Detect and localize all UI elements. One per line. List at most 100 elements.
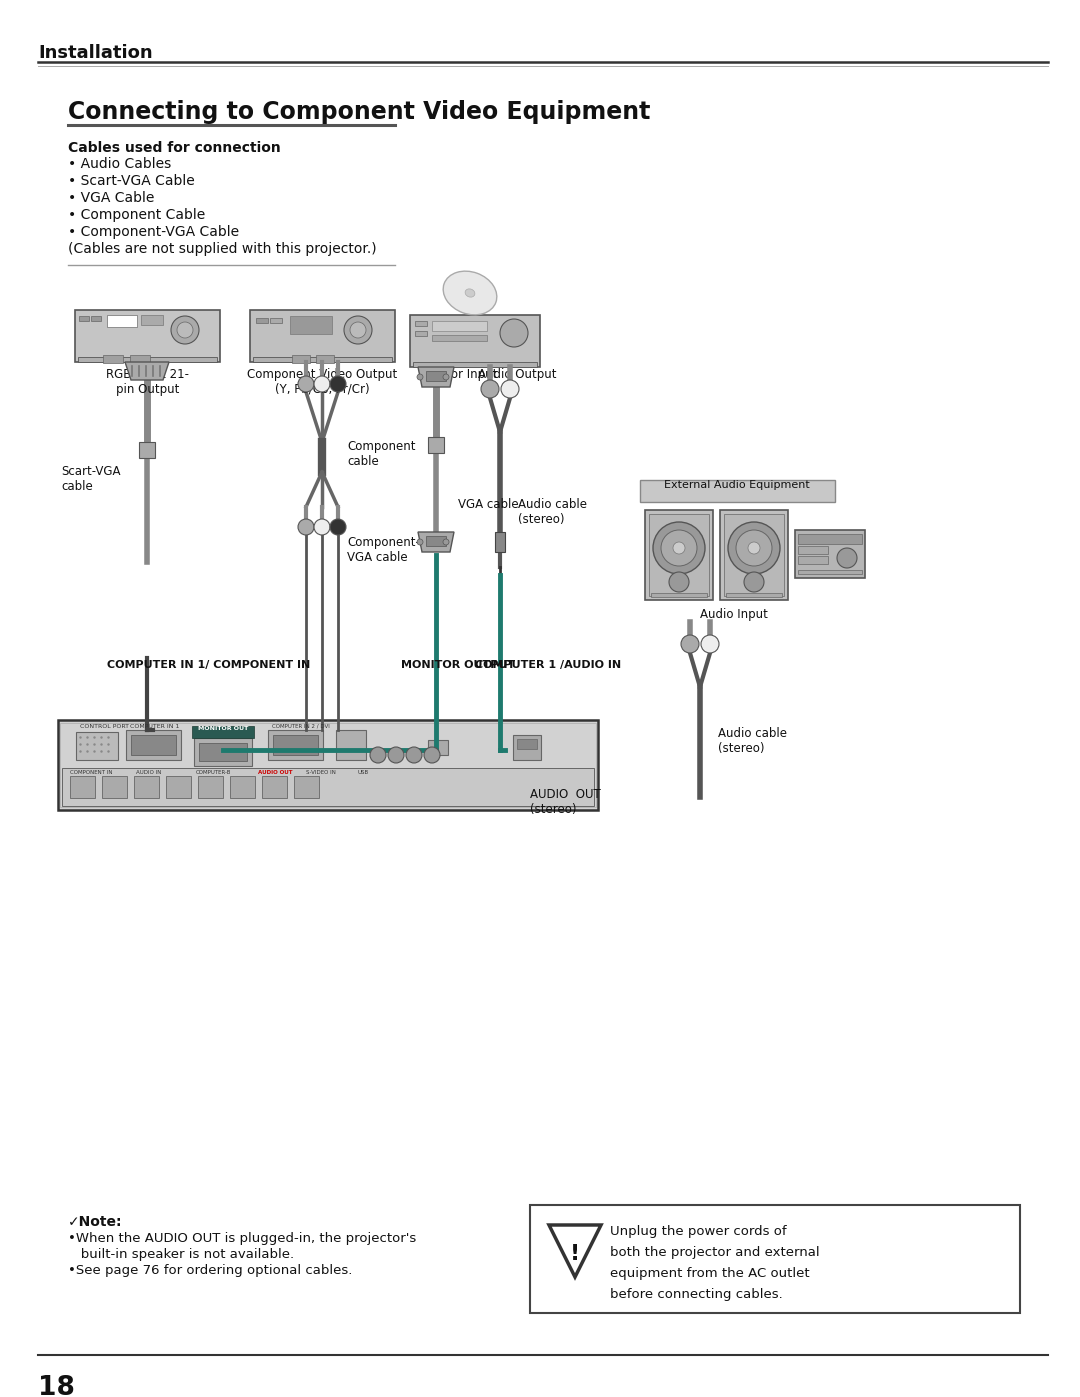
- Text: • Component Cable: • Component Cable: [68, 208, 205, 222]
- Bar: [798, 546, 828, 555]
- Bar: [428, 437, 444, 453]
- Bar: [192, 726, 254, 738]
- Text: (Cables are not supplied with this projector.): (Cables are not supplied with this proje…: [68, 242, 377, 256]
- Bar: [798, 570, 862, 574]
- Circle shape: [837, 548, 858, 569]
- Circle shape: [500, 319, 528, 346]
- Bar: [107, 314, 137, 327]
- Text: MONITOR OUTPUT: MONITOR OUTPUT: [401, 659, 515, 671]
- Text: • Audio Cables: • Audio Cables: [68, 156, 172, 170]
- Text: USB: USB: [357, 770, 369, 775]
- Text: built-in speaker is not available.: built-in speaker is not available.: [68, 1248, 294, 1261]
- Bar: [413, 362, 537, 367]
- Text: AUDIO OUT: AUDIO OUT: [258, 770, 293, 775]
- Text: COMPUTER IN 1/ COMPONENT IN: COMPUTER IN 1/ COMPONENT IN: [107, 659, 310, 671]
- Bar: [530, 1206, 1020, 1313]
- Text: Installation: Installation: [38, 43, 152, 61]
- Bar: [60, 724, 596, 807]
- Circle shape: [417, 374, 423, 380]
- Bar: [649, 514, 708, 597]
- Bar: [166, 775, 191, 798]
- Bar: [126, 731, 181, 760]
- Circle shape: [443, 539, 449, 545]
- Bar: [726, 592, 782, 597]
- Bar: [294, 775, 319, 798]
- Polygon shape: [418, 532, 454, 552]
- Bar: [256, 319, 268, 323]
- Polygon shape: [125, 362, 168, 380]
- Text: CONTROL PORT: CONTROL PORT: [80, 724, 129, 729]
- Bar: [270, 319, 282, 323]
- Circle shape: [748, 542, 760, 555]
- Bar: [268, 731, 323, 760]
- Bar: [198, 775, 222, 798]
- Bar: [495, 532, 505, 552]
- Bar: [291, 316, 332, 334]
- Bar: [141, 314, 163, 326]
- Text: Scart-VGA
cable: Scart-VGA cable: [60, 465, 121, 493]
- Bar: [428, 740, 448, 754]
- Bar: [432, 321, 487, 331]
- Bar: [415, 321, 427, 326]
- Bar: [253, 358, 392, 362]
- Text: COMPUTER-B: COMPUTER-B: [195, 770, 231, 775]
- Bar: [410, 314, 540, 367]
- Bar: [62, 768, 594, 806]
- Bar: [130, 355, 150, 363]
- Bar: [70, 775, 95, 798]
- Polygon shape: [418, 367, 454, 387]
- Text: 18: 18: [38, 1375, 75, 1397]
- Bar: [513, 735, 541, 760]
- Text: VGA cable: VGA cable: [458, 497, 518, 511]
- Text: Cables used for connection: Cables used for connection: [68, 141, 281, 155]
- Text: RGB Scart 21-
pin Output: RGB Scart 21- pin Output: [106, 367, 189, 395]
- Text: •When the AUDIO OUT is plugged-in, the projector's: •When the AUDIO OUT is plugged-in, the p…: [68, 1232, 416, 1245]
- Bar: [720, 510, 788, 599]
- Circle shape: [681, 636, 699, 652]
- Bar: [230, 775, 255, 798]
- Text: Component-
VGA cable: Component- VGA cable: [347, 536, 420, 564]
- Text: COMPONENT IN: COMPONENT IN: [70, 770, 112, 775]
- Bar: [194, 738, 252, 766]
- Circle shape: [345, 316, 372, 344]
- Bar: [139, 441, 156, 458]
- Text: Connecting to Component Video Equipment: Connecting to Component Video Equipment: [68, 101, 650, 124]
- Bar: [78, 358, 217, 362]
- Bar: [724, 514, 784, 597]
- Bar: [651, 592, 707, 597]
- Bar: [262, 775, 287, 798]
- Text: Component Video Output
(Y, Pb/Cb, Pr/Cr): Component Video Output (Y, Pb/Cb, Pr/Cr): [247, 367, 397, 395]
- Circle shape: [406, 747, 422, 763]
- Circle shape: [744, 571, 764, 592]
- Text: • Component-VGA Cable: • Component-VGA Cable: [68, 225, 239, 239]
- Text: MONITOR OUT: MONITOR OUT: [198, 726, 248, 731]
- Text: Audio Output: Audio Output: [478, 367, 556, 381]
- Circle shape: [330, 376, 346, 393]
- Circle shape: [669, 571, 689, 592]
- Circle shape: [728, 522, 780, 574]
- Bar: [316, 355, 334, 363]
- Text: S-VIDEO IN: S-VIDEO IN: [306, 770, 336, 775]
- Text: Audio cable
(stereo): Audio cable (stereo): [518, 497, 588, 527]
- Circle shape: [330, 520, 346, 535]
- Circle shape: [370, 747, 386, 763]
- Text: Audio Input: Audio Input: [700, 608, 768, 622]
- Circle shape: [501, 380, 519, 398]
- Circle shape: [424, 747, 440, 763]
- Bar: [415, 331, 427, 337]
- Bar: [426, 536, 446, 546]
- Bar: [199, 743, 247, 761]
- Text: • Scart-VGA Cable: • Scart-VGA Cable: [68, 175, 194, 189]
- Bar: [249, 310, 395, 362]
- Text: Monitor Input: Monitor Input: [418, 367, 498, 381]
- Text: !: !: [570, 1243, 580, 1264]
- Text: Unplug the power cords of: Unplug the power cords of: [610, 1225, 786, 1238]
- Circle shape: [314, 376, 330, 393]
- Text: COMPUTER IN 2 / DVI: COMPUTER IN 2 / DVI: [272, 724, 329, 729]
- Circle shape: [350, 321, 366, 338]
- Bar: [798, 534, 862, 543]
- Bar: [432, 335, 487, 341]
- Ellipse shape: [443, 271, 497, 314]
- Bar: [795, 529, 865, 578]
- Text: COMPUTER 1 /AUDIO IN: COMPUTER 1 /AUDIO IN: [475, 659, 621, 671]
